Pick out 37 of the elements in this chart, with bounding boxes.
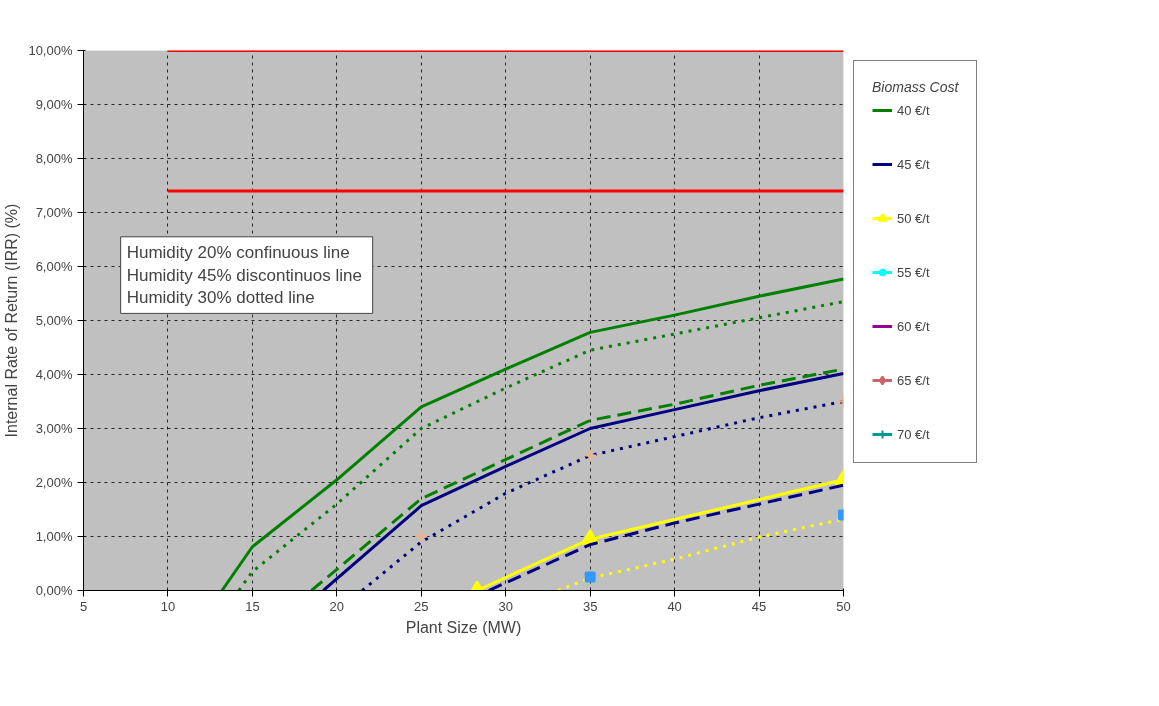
x-axis-title: Plant Size (MW) xyxy=(405,618,522,636)
legend-label: 45 €/t xyxy=(897,156,930,172)
x-tick-label: 35 xyxy=(582,598,598,614)
x-tick-label: 25 xyxy=(414,598,429,614)
x-tick-label: 5 xyxy=(79,598,88,614)
y-tick-label: 6,00% xyxy=(35,259,73,274)
legend-label: 55 €/t xyxy=(897,264,930,280)
line-series xyxy=(360,400,844,591)
x-tick-label: 45 xyxy=(751,598,767,614)
point xyxy=(583,448,598,463)
y-tick-label: 4,00% xyxy=(35,367,73,382)
y-tick-label: 10,00% xyxy=(28,43,73,58)
x-tick-label: 50 xyxy=(836,598,851,614)
x-tick-label: 40 xyxy=(667,598,682,614)
y-tick-label: 1,00% xyxy=(35,529,73,544)
x-tick-label: 30 xyxy=(498,598,513,614)
y-tick-label: 3,00% xyxy=(35,421,73,436)
y-tick-label: 5,00% xyxy=(35,313,73,328)
legend-label: 60 €/t xyxy=(897,318,930,334)
legend-label: 50 €/t xyxy=(897,210,930,226)
annotation: Humidity 45% discontinuos line xyxy=(126,265,362,285)
x-tick-label: 20 xyxy=(329,598,345,614)
y-tick-label: 2,00% xyxy=(35,475,73,490)
legend-label: 40 €/t xyxy=(897,102,930,118)
annotation: Humidity 30% dotted line xyxy=(126,288,315,308)
legend-title: Biomass Cost xyxy=(872,79,959,95)
y-tick-label: 9,00% xyxy=(35,97,73,112)
point xyxy=(414,529,429,544)
x-tick-label: 10 xyxy=(160,598,176,614)
y-tick-label: 0,00% xyxy=(35,583,73,598)
y-axis-title: Internal Rate of Return (IRR) (%) xyxy=(3,203,21,438)
legend-label: 65 €/t xyxy=(897,372,930,388)
legend-label: 70 €/t xyxy=(897,426,930,442)
x-tick-label: 15 xyxy=(245,598,260,614)
y-tick-label: 8,00% xyxy=(35,151,73,166)
y-tick-label: 7,00% xyxy=(35,205,73,220)
annotation: Humidity 20% confinuous line xyxy=(126,242,350,262)
